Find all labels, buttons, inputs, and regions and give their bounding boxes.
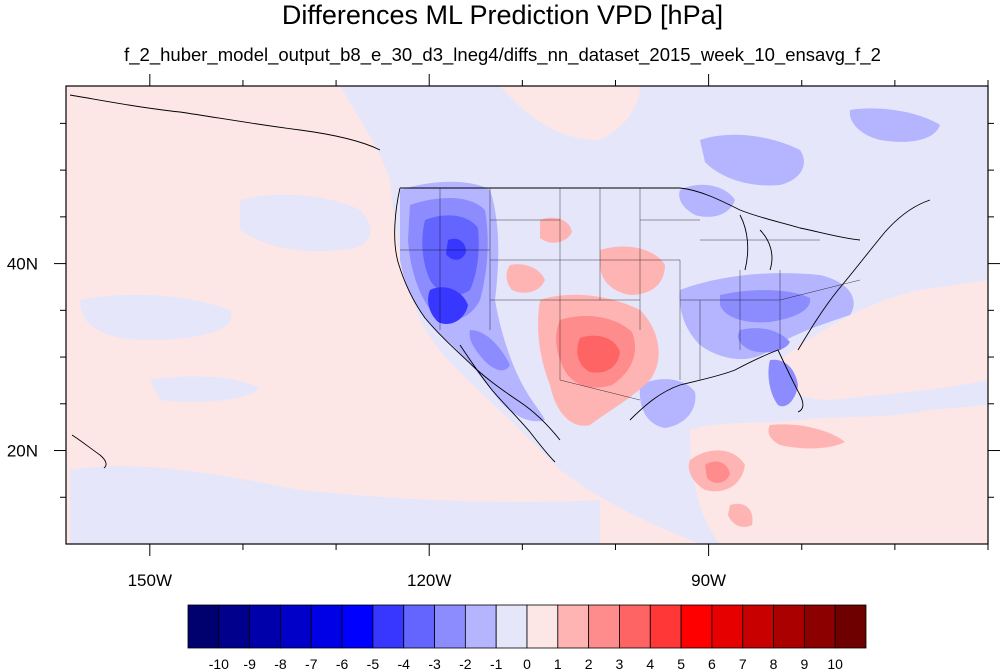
colorbar-box <box>249 604 281 649</box>
lon-label: 120W <box>407 571 451 590</box>
map-tick-labels: 150W 120W 90W 40N 20N <box>7 255 726 590</box>
lat-label: 40N <box>7 255 38 274</box>
positive-anomaly-field <box>506 217 845 527</box>
colorbar-box <box>742 604 774 649</box>
colorbar-label: 9 <box>800 656 808 672</box>
map-subtitle: f_2_huber_model_output_b8_e_30_d3_lneg4/… <box>124 44 881 65</box>
lon-label: 150W <box>128 571 172 590</box>
colorbar-label: -10 <box>209 656 229 672</box>
state-boundaries <box>400 188 861 401</box>
lon-label: 90W <box>691 571 726 590</box>
colorbar-box <box>834 604 867 649</box>
colorbar-box <box>464 604 497 649</box>
map-plot-area <box>66 86 988 544</box>
colorbar-label: -9 <box>243 656 256 672</box>
colorbar-label: 2 <box>585 656 593 672</box>
colorbar-label: -1 <box>490 656 503 672</box>
colorbar-box <box>803 604 836 649</box>
colorbar: -10 -9 -8 -7 -6 -5 -4 -3 -2 -1 0 1 2 3 4 5 6 7 8 9 10 <box>187 604 867 672</box>
colorbar-box <box>526 604 559 649</box>
colorbar-box <box>341 604 374 649</box>
colorbar-box <box>711 604 744 649</box>
colorbar-label: 8 <box>770 656 778 672</box>
colorbar-box <box>557 604 590 649</box>
colorbar-label: 5 <box>677 656 685 672</box>
colorbar-box <box>372 604 405 649</box>
colorbar-label: -5 <box>367 656 380 672</box>
colorbar-label: -8 <box>274 656 287 672</box>
colorbar-box <box>218 604 251 649</box>
coastline-outlines <box>69 94 931 469</box>
colorbar-box <box>434 604 466 649</box>
colorbar-label: -2 <box>459 656 472 672</box>
lat-label: 20N <box>7 442 38 461</box>
colorbar-box <box>680 604 713 649</box>
colorbar-label: -7 <box>305 656 318 672</box>
colorbar-box <box>773 604 805 649</box>
colorbar-box <box>403 604 435 649</box>
colorbar-box <box>588 604 620 649</box>
colorbar-label: 3 <box>616 656 624 672</box>
colorbar-box <box>280 604 312 649</box>
ocean-pink-field <box>66 86 988 544</box>
colorbar-label: 0 <box>523 656 531 672</box>
colorbar-box <box>619 604 651 649</box>
ocean-blue-patches <box>70 194 600 544</box>
colorbar-label: 4 <box>646 656 654 672</box>
colorbar-label: -6 <box>336 656 349 672</box>
colorbar-label: 1 <box>554 656 562 672</box>
map-title: Differences ML Prediction VPD [hPa] <box>281 0 724 30</box>
map-ticks <box>54 74 1000 556</box>
colorbar-label: 6 <box>708 656 716 672</box>
colorbar-label: 7 <box>739 656 747 672</box>
colorbar-label: 10 <box>827 656 843 672</box>
colorbar-box <box>187 604 220 649</box>
negative-anomaly-field <box>400 108 940 428</box>
colorbar-box <box>310 604 343 649</box>
colorbar-label: -3 <box>428 656 441 672</box>
colorbar-box <box>495 604 528 649</box>
colorbar-box <box>649 604 682 649</box>
map-frame <box>65 85 989 545</box>
colorbar-label: -4 <box>398 656 411 672</box>
